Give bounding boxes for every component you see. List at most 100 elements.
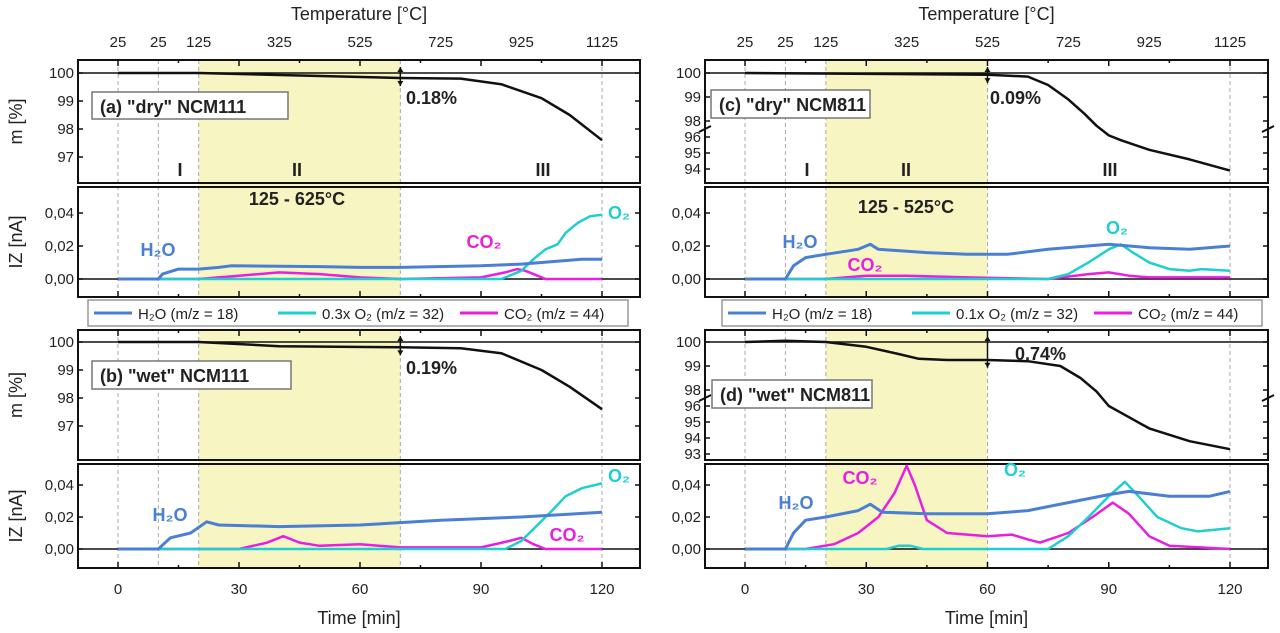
mass-tick-label: 99 [684, 89, 701, 106]
mass-series-line [118, 71, 603, 142]
axis-break-mark [698, 125, 1275, 133]
mass-axes-frame [77, 329, 641, 461]
time-axis-title: Time [min] [317, 608, 400, 628]
mass-tick-label: 98 [684, 382, 701, 399]
h2o-legend-label: H₂O (m/z = 18) [138, 306, 238, 323]
temperature-tick-label: 25 [777, 34, 794, 51]
time-tick-label: 90 [1100, 581, 1117, 598]
o2-annotation: O₂ [1106, 218, 1128, 238]
current-tick-label: 0,00 [45, 271, 74, 288]
mass-loss-arrowheads [984, 67, 991, 84]
current-axis-title: IZ [nA] [6, 215, 26, 268]
mass-tick-label: 100 [49, 65, 74, 82]
mass-series-line [118, 340, 603, 411]
mass-tick-label: 94 [684, 161, 701, 178]
mass-tick-label: 99 [57, 93, 74, 110]
temperature-tick-label: 325 [267, 34, 292, 51]
time-tick-label: 30 [858, 581, 875, 598]
temperature-tick-label: 1125 [586, 34, 618, 51]
mass-tick-label: 100 [49, 334, 74, 351]
mass-tick-label: 93 [684, 446, 701, 463]
mass-tick-label: 98 [684, 113, 701, 130]
mass-tick-label: 95 [684, 145, 701, 162]
temperature-tick-label: 125 [813, 34, 838, 51]
current-tick-label: 0,04 [45, 205, 74, 222]
phase-label: III [535, 160, 550, 180]
co2-annotation: CO₂ [843, 468, 878, 488]
panel-label: (c) "dry" NCM811 [719, 95, 866, 115]
temperature-tick-label: 925 [509, 34, 534, 51]
temperature-tick-label: 1125 [1214, 34, 1246, 51]
temperature-tick-label: 725 [428, 34, 453, 51]
phase-label: II [901, 160, 911, 180]
current-axes-frame [77, 463, 641, 569]
h2o-annotation: H₂O [153, 505, 188, 525]
co2-legend-label: CO₂ (m/z = 44) [504, 306, 604, 323]
temperature-tick-label: 25 [150, 34, 167, 51]
o2-series-line [745, 243, 1231, 281]
co2-annotation: CO₂ [550, 525, 585, 545]
legend: H₂O (m/z = 18) 0.3x O₂ (m/z = 32) CO₂ (m/z… [87, 299, 629, 327]
temperature-axis-title: Temperature [°C] [918, 4, 1054, 24]
o2-legend-label: 0.1x O₂ (m/z = 32) [956, 306, 1078, 323]
time-tick-label: 0 [741, 581, 749, 598]
co2-annotation: CO₂ [848, 255, 883, 275]
o2-annotation: O₂ [608, 203, 630, 223]
region-temperature-label: 125 - 625°C [249, 189, 345, 209]
o2-series-line [745, 480, 1231, 551]
panel-b: 100 99 98 97 0,00 0,02 0,04 m [%] IZ [nA] 0.19% (b… [6, 329, 641, 569]
mass-tick-label: 96 [684, 129, 701, 146]
h2o-series-line [118, 510, 603, 551]
current-tick-label: 0,02 [672, 238, 701, 255]
temperature-tick-label: 25 [737, 34, 754, 51]
current-axes-frame [77, 186, 641, 298]
mass-series-line [744, 71, 1231, 172]
co2-series-line [745, 464, 1231, 551]
mass-tick-label: 99 [684, 358, 701, 375]
mass-loss-label: 0.09% [990, 88, 1041, 108]
h2o-series-line [745, 242, 1231, 281]
current-tick-label: 0,02 [672, 509, 701, 526]
temperature-tick-label: 525 [347, 34, 372, 51]
temperature-tick-label: 725 [1056, 34, 1081, 51]
mass-tick-label: 95 [684, 414, 701, 431]
time-tick-label: 60 [979, 581, 996, 598]
current-axis-title: IZ [nA] [6, 489, 26, 542]
h2o-annotation: H₂O [783, 232, 818, 252]
co2-legend-label: CO₂ (m/z = 44) [1138, 306, 1238, 323]
mass-tick-label: 98 [57, 121, 74, 138]
mass-tick-label: 98 [57, 390, 74, 407]
region-shading [825, 330, 988, 568]
phase-label: I [804, 160, 809, 180]
current-tick-label: 0,02 [45, 509, 74, 526]
o2-annotation: O₂ [1004, 460, 1026, 480]
panel-label-box [710, 89, 871, 119]
panel-label-box [711, 379, 873, 409]
co2-annotation: CO₂ [467, 232, 502, 252]
region-temperature-label: 125 - 525°C [858, 197, 954, 217]
mass-tick-label: 97 [57, 149, 74, 166]
time-tick-label: 120 [1217, 581, 1242, 598]
phase-label: I [177, 160, 182, 180]
temperature-axis-title: Temperature [°C] [291, 4, 427, 24]
current-tick-label: 0,00 [672, 541, 701, 558]
mass-tick-label: 96 [684, 398, 701, 415]
time-tick-label: 120 [589, 581, 614, 598]
temperature-tick-label: 525 [975, 34, 1000, 51]
phase-label: III [1102, 160, 1117, 180]
h2o-series-line [745, 489, 1231, 551]
current-tick-label: 0,04 [672, 205, 701, 222]
time-tick-label: 0 [114, 581, 122, 598]
o2-legend-label: 0.3x O₂ (m/z = 32) [322, 306, 444, 323]
legend-box [87, 299, 629, 327]
axis-break-mark [698, 394, 1275, 402]
panel-a: 100 99 98 97 0,00 0,02 0,04 m [%] IZ [nA] 0.18% (a… [6, 59, 641, 298]
o2-annotation: O₂ [608, 466, 630, 486]
mass-axes-frame [704, 329, 1269, 461]
panel-label: (a) "dry" NCM111 [100, 97, 246, 117]
h2o-annotation: H₂O [141, 240, 176, 260]
phase-label: II [292, 160, 302, 180]
current-tick-label: 0,00 [45, 541, 74, 558]
